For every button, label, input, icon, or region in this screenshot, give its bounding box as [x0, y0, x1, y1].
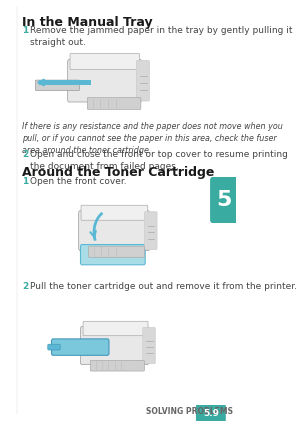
Text: 2: 2	[22, 150, 28, 159]
FancyBboxPatch shape	[196, 405, 226, 421]
FancyBboxPatch shape	[136, 61, 149, 101]
Text: Around the Toner Cartridge: Around the Toner Cartridge	[22, 166, 214, 179]
Text: 1: 1	[22, 177, 28, 186]
FancyBboxPatch shape	[80, 326, 149, 365]
Text: In the Manual Tray: In the Manual Tray	[22, 16, 153, 29]
FancyBboxPatch shape	[88, 246, 144, 257]
Text: SOLVING PROBLEMS: SOLVING PROBLEMS	[146, 407, 232, 416]
Text: 5.9: 5.9	[203, 408, 219, 418]
FancyBboxPatch shape	[210, 177, 239, 223]
Text: Remove the jammed paper in the tray by gently pulling it
straight out.: Remove the jammed paper in the tray by g…	[30, 26, 292, 47]
Text: Open and close the front or top cover to resume printing
the document from faile: Open and close the front or top cover to…	[30, 150, 288, 171]
FancyBboxPatch shape	[83, 321, 148, 336]
Text: 1: 1	[22, 26, 28, 35]
FancyBboxPatch shape	[81, 205, 148, 220]
FancyBboxPatch shape	[35, 80, 80, 90]
FancyBboxPatch shape	[39, 81, 91, 85]
FancyBboxPatch shape	[90, 360, 144, 371]
FancyBboxPatch shape	[80, 245, 145, 265]
FancyBboxPatch shape	[48, 344, 60, 350]
FancyBboxPatch shape	[87, 98, 141, 109]
Text: 2: 2	[22, 282, 28, 291]
Text: Pull the toner cartridge out and remove it from the printer.: Pull the toner cartridge out and remove …	[30, 282, 297, 291]
FancyBboxPatch shape	[52, 339, 109, 355]
FancyBboxPatch shape	[70, 53, 140, 70]
Text: Open the front cover.: Open the front cover.	[30, 177, 127, 186]
Text: 5: 5	[217, 190, 232, 210]
FancyBboxPatch shape	[145, 212, 157, 249]
FancyBboxPatch shape	[79, 211, 150, 251]
Text: If there is any resistance and the paper does not move when you
pull, or if you : If there is any resistance and the paper…	[22, 122, 283, 155]
FancyBboxPatch shape	[143, 327, 155, 364]
FancyBboxPatch shape	[68, 59, 142, 102]
